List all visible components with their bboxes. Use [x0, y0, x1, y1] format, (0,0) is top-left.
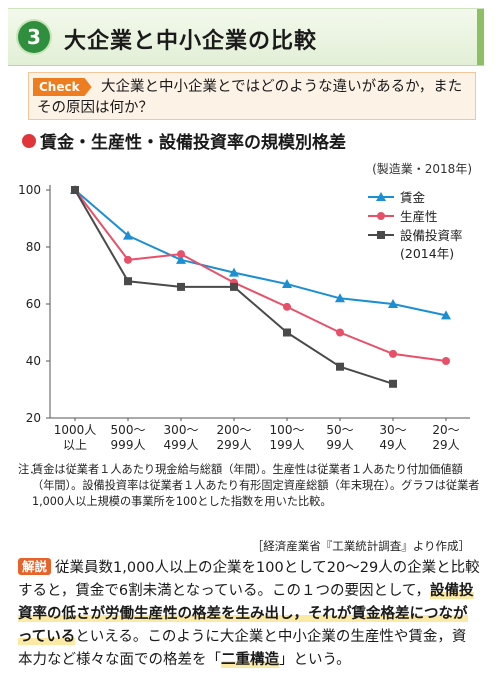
series-2-point — [124, 255, 132, 264]
source-citation: ［経済産業省『工業統計調査』より作成］ — [251, 539, 470, 553]
x-tick-label: 300～ — [164, 423, 199, 437]
series-line-2 — [74, 189, 447, 362]
notes-label: 注． — [18, 463, 41, 476]
y-tick-label: 20 — [26, 411, 41, 425]
section-number-badge: 3 — [18, 21, 50, 53]
x-tick-label: 500～ — [111, 423, 146, 437]
series-1-point — [176, 254, 186, 264]
explanation-text-3: 」という。 — [279, 652, 351, 668]
series-1-point — [335, 293, 345, 303]
legend-marker — [377, 212, 385, 220]
series-line-1 — [74, 189, 447, 317]
series-2-point — [336, 328, 344, 337]
legend-label: 生産性 — [400, 209, 438, 224]
series-1-point — [388, 299, 398, 308]
legend-label: 賃金 — [400, 190, 426, 205]
chart-notes: 注． 賃金は従業者１人あたり現金給与総額（年間）。生産性は従業者１人あたり付加価… — [18, 462, 480, 510]
series-3-point — [177, 282, 185, 291]
x-tick-label: 1000人 — [54, 423, 97, 437]
y-tick-label: 60 — [26, 297, 41, 311]
x-tick-label: 30～ — [379, 423, 406, 437]
x-tick-label: 以上 — [63, 438, 87, 452]
x-tick-label: 100～ — [270, 423, 305, 437]
x-tick-label: 50～ — [326, 423, 353, 437]
x-tick-label: 49人 — [379, 438, 406, 452]
section-header: 3 大企業と中小企業の比較 — [8, 8, 484, 66]
chart-subtitle: (製造業・2018年) — [372, 162, 472, 176]
bullet-dot-icon — [22, 133, 36, 148]
series-3-point — [336, 362, 344, 371]
series-3-point — [124, 277, 132, 286]
explanation-term: 二重構造 — [221, 652, 279, 668]
explanation-paragraph: 解説 従業員数1,000人以上の企業を100として20～29人の企業と比較すると，… — [18, 557, 480, 672]
explanation-badge: 解説 — [18, 558, 52, 575]
header-accent-bar — [477, 9, 484, 65]
legend-label: 設備投資率 — [400, 228, 463, 243]
x-tick-label: 999人 — [111, 438, 146, 452]
series-1-point — [441, 310, 451, 320]
x-tick-label: 20～ — [432, 423, 459, 437]
series-1-point — [123, 230, 133, 240]
y-tick-label: 80 — [26, 240, 41, 254]
explanation-text-1: 従業員数1,000人以上の企業を100として20～29人の企業と比較すると，賃金… — [18, 560, 480, 599]
check-question-text: 大企業と中小企業とではどのような違いがあるか，またその原因は何か？ — [37, 79, 463, 116]
page-title: 大企業と中小企業の比較 — [64, 29, 318, 54]
x-tick-label: 199人 — [270, 438, 305, 452]
series-2-point — [283, 302, 291, 311]
series-2-point — [389, 349, 397, 358]
series-3-point — [389, 379, 397, 388]
x-tick-label: 299人 — [217, 438, 252, 452]
check-question-box: Check 大企業と中小企業とではどのような違いがあるか，またその原因は何か？ — [28, 72, 476, 120]
x-tick-label: 200～ — [217, 423, 252, 437]
series-1-point — [229, 267, 239, 277]
chart-section-title: 賃金・生産性・設備投資率の規模別格差 — [22, 128, 346, 153]
series-3-point — [230, 282, 238, 291]
explanation-text-2: といえる。このように大企業と中小企業の生産性や賃金，資本力など様々な面での格差を… — [18, 629, 467, 668]
legend-label-sub: (2014年) — [400, 246, 454, 261]
y-tick-label: 100 — [18, 183, 41, 197]
series-2-point — [442, 357, 450, 365]
x-tick-label: 499人 — [164, 438, 199, 452]
series-3-point — [283, 328, 291, 337]
check-badge: Check — [33, 78, 92, 96]
line-chart: 204060801001000人以上500～999人300～499人200～29… — [18, 183, 470, 452]
series-1-point — [282, 279, 292, 289]
notes-text: 賃金は従業者１人あたり現金給与総額（年間）。生産性は従業者１人あたり付加価値額（… — [32, 463, 480, 508]
legend-marker — [377, 231, 385, 239]
x-tick-label: 29人 — [432, 438, 459, 452]
series-2-point — [177, 250, 185, 259]
series-3-point — [71, 186, 79, 194]
chart-title: 賃金・生産性・設備投資率の規模別格差 — [40, 133, 346, 153]
legend-marker — [376, 192, 386, 201]
x-tick-label: 99人 — [326, 438, 353, 452]
y-tick-label: 40 — [26, 354, 41, 368]
